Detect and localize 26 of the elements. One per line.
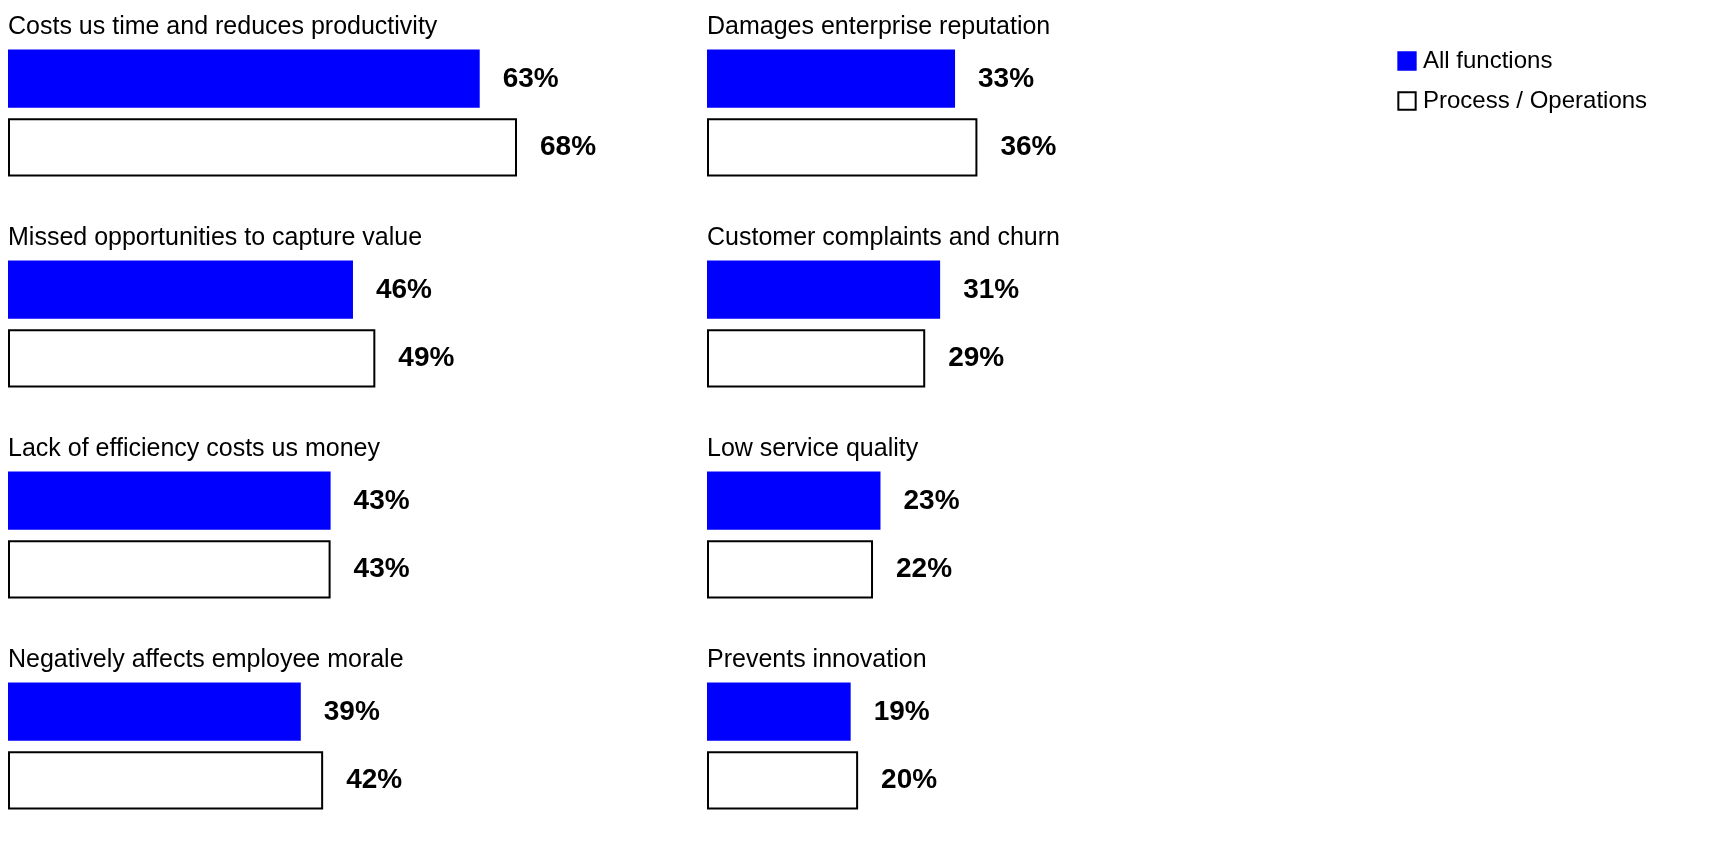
data-label: 46% [375,272,433,304]
y-tick-label: Prevents innovation [707,644,927,672]
y-tick-label: Damages enterprise reputation [707,11,1051,39]
data-label: 43% [353,552,410,584]
y-tick-label: Missed opportunities to capture value [8,222,423,250]
data-label: 63% [502,61,559,93]
data-label: 29% [948,341,1005,373]
data-label: 39% [323,694,380,726]
data-label: 19% [873,694,930,726]
data-label: 49% [398,341,455,373]
legend-label: All functions [1423,46,1553,73]
y-tick-label: Costs us time and reduces productivity [8,11,438,39]
data-label: 31% [963,272,1020,304]
data-label: 33% [978,61,1035,93]
data-label: 36% [1000,130,1057,162]
y-tick-label: Lack of efficiency costs us money [8,433,381,461]
data-label: 42% [346,763,403,795]
data-label: 20% [881,763,938,795]
legend-label: Process / Operations [1423,86,1648,113]
data-label: 23% [903,483,960,515]
y-tick-label: Negatively affects employee morale [8,644,404,672]
data-label: 22% [896,552,953,584]
data-label: 43% [353,483,410,515]
y-tick-label: Low service quality [707,433,919,461]
data-label: 68% [540,130,597,162]
y-tick-label: Customer complaints and churn [707,222,1060,250]
